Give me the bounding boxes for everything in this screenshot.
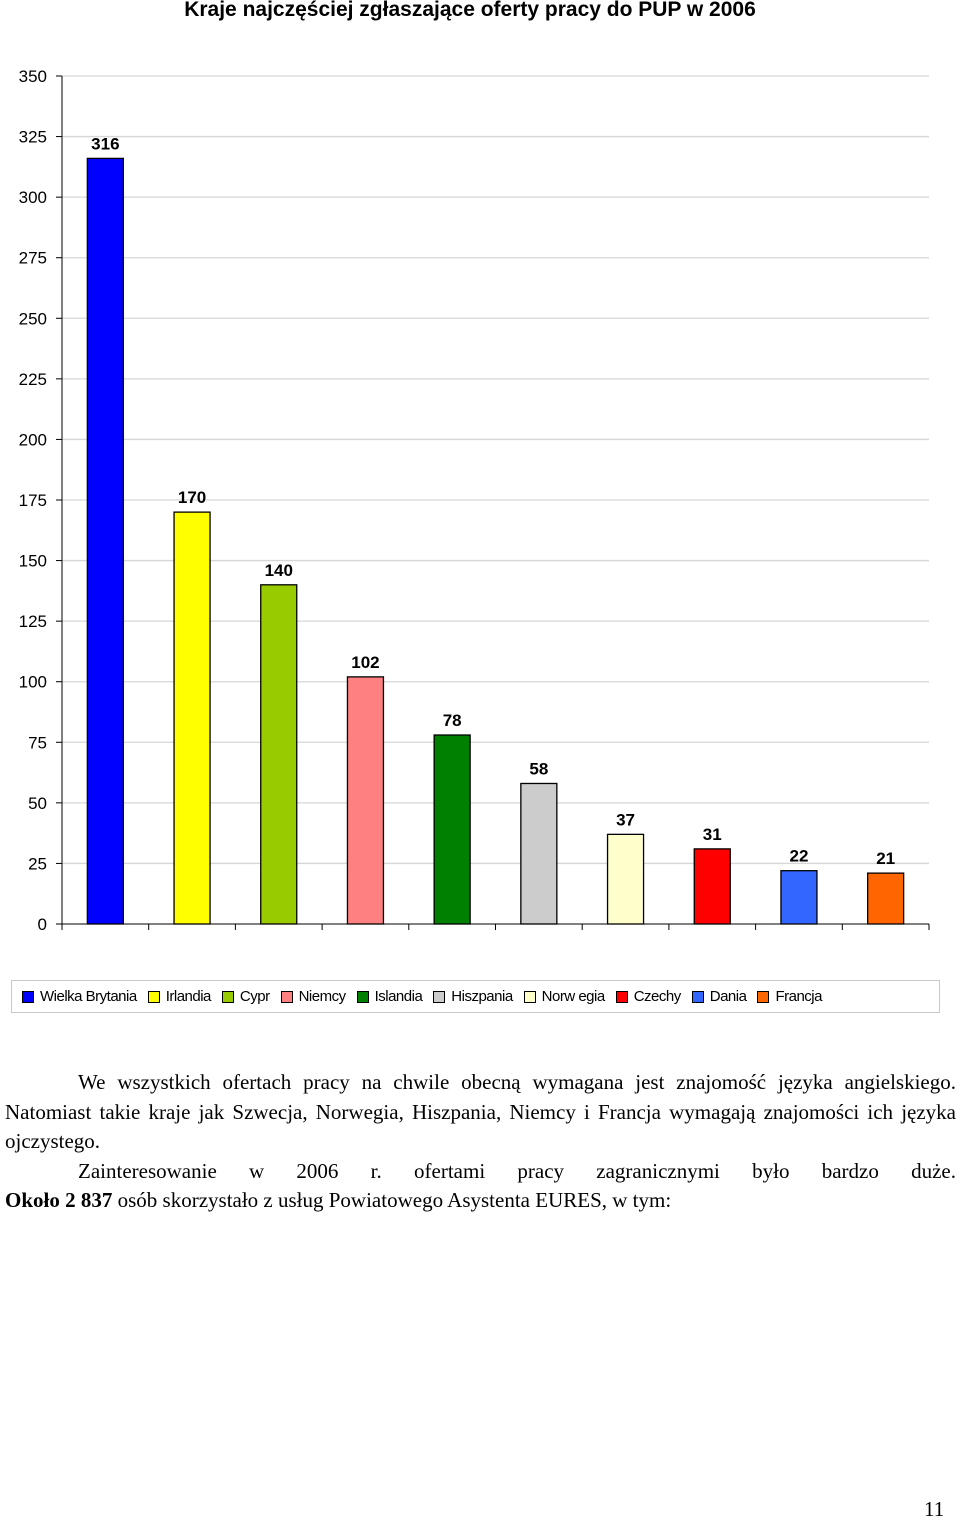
bar xyxy=(780,870,818,925)
y-tick-label: 25 xyxy=(28,854,47,873)
legend-swatch xyxy=(523,990,536,1003)
paragraph-2: Zainteresowanie w 2006 r. ofertami pracy… xyxy=(78,1158,956,1183)
legend-item: Irlandia xyxy=(147,988,212,1005)
legend-label: Norw egia xyxy=(541,988,606,1005)
bar xyxy=(86,157,124,925)
bar xyxy=(433,734,471,925)
y-tick-label: 150 xyxy=(19,552,47,571)
data-label: 31 xyxy=(703,825,722,844)
data-labels: 316 170 140 102 78 58 37 31 22 21 xyxy=(91,134,895,868)
legend-label: Dania xyxy=(709,988,747,1005)
y-tick-labels: 0 25 50 75 100 125 150 175 200 225 250 275 300 325 350 xyxy=(19,67,47,934)
data-label: 58 xyxy=(529,759,548,778)
legend-item: Hiszpania xyxy=(433,988,513,1005)
page-number: 11 xyxy=(924,1497,945,1521)
legend-swatch xyxy=(22,990,34,1003)
legend-swatch xyxy=(147,990,160,1003)
legend-item: Francja xyxy=(757,988,822,1005)
legend-label: Czechy xyxy=(633,988,682,1005)
bars xyxy=(86,157,905,925)
bar xyxy=(520,782,558,925)
bar xyxy=(346,676,385,925)
paragraph-3-rest: osób skorzystało z usług Powiatowego Asy… xyxy=(112,1188,672,1212)
bar xyxy=(606,833,645,925)
legend-swatch xyxy=(433,990,446,1003)
bar xyxy=(693,848,731,925)
y-tick-label: 75 xyxy=(28,733,47,752)
legend-label: Islandia xyxy=(374,988,423,1005)
legend-label: Hiszpania xyxy=(451,988,513,1005)
y-tick-label: 350 xyxy=(19,67,47,86)
y-tick-label: 0 xyxy=(38,915,47,934)
data-label: 21 xyxy=(876,849,895,868)
bar xyxy=(260,584,298,925)
body-text: We wszystkich ofertach pracy na chwile o… xyxy=(5,1068,956,1216)
legend-item: Norw egia xyxy=(523,988,606,1005)
bar xyxy=(867,872,905,925)
legend-label: Francja xyxy=(775,988,822,1005)
legend-swatch xyxy=(691,990,704,1003)
legend-item: Niemcy xyxy=(280,988,347,1005)
paragraph-3: Około 2 837 osób skorzystało z usług Pow… xyxy=(5,1186,956,1216)
legend-label: Cypr xyxy=(239,988,270,1005)
paragraph-1: We wszystkich ofertach pracy na chwile o… xyxy=(5,1070,956,1153)
data-label: 316 xyxy=(91,134,119,153)
legend-label: Wielka Brytania xyxy=(40,988,137,1005)
y-tick-label: 250 xyxy=(19,309,47,328)
y-tick-label: 125 xyxy=(19,612,47,631)
bar xyxy=(173,511,211,925)
y-tick-label: 275 xyxy=(19,249,47,268)
visitor-count: Około 2 837 xyxy=(5,1188,113,1212)
data-label: 140 xyxy=(265,561,293,580)
y-tick-label: 300 xyxy=(19,188,47,207)
legend-swatch xyxy=(356,990,369,1003)
legend-label: Irlandia xyxy=(165,988,212,1005)
legend-swatch xyxy=(221,990,234,1003)
data-label: 170 xyxy=(178,488,206,507)
data-label: 78 xyxy=(443,711,462,730)
legend-label: Niemcy xyxy=(298,988,347,1005)
y-tick-label: 200 xyxy=(19,430,47,449)
legend-item: Cypr xyxy=(221,988,270,1005)
y-tick-label: 100 xyxy=(19,673,47,692)
legend-item: Islandia xyxy=(356,988,423,1005)
chart-legend: Wielka Brytania Irlandia Cypr Niemcy Islandi… xyxy=(11,980,940,1013)
chart-title: Kraje najczęściej zgłaszające oferty pra… xyxy=(184,0,756,21)
data-label: 22 xyxy=(789,847,808,866)
y-tick-label: 225 xyxy=(19,370,47,389)
data-label: 37 xyxy=(616,810,635,829)
legend-item: Czechy xyxy=(615,988,682,1005)
bar-chart: 0 25 50 75 100 125 150 175 200 225 250 275 300 325 350… xyxy=(19,67,930,934)
legend-swatch xyxy=(280,990,293,1003)
legend-item: Dania xyxy=(691,988,747,1005)
y-tick-label: 50 xyxy=(28,794,47,813)
y-tick-label: 325 xyxy=(19,128,47,147)
legend-swatch xyxy=(615,990,628,1003)
y-tick-label: 175 xyxy=(19,491,47,510)
data-label: 102 xyxy=(351,653,379,672)
legend-item: Wielka Brytania xyxy=(22,988,137,1005)
legend-swatch xyxy=(757,990,770,1003)
